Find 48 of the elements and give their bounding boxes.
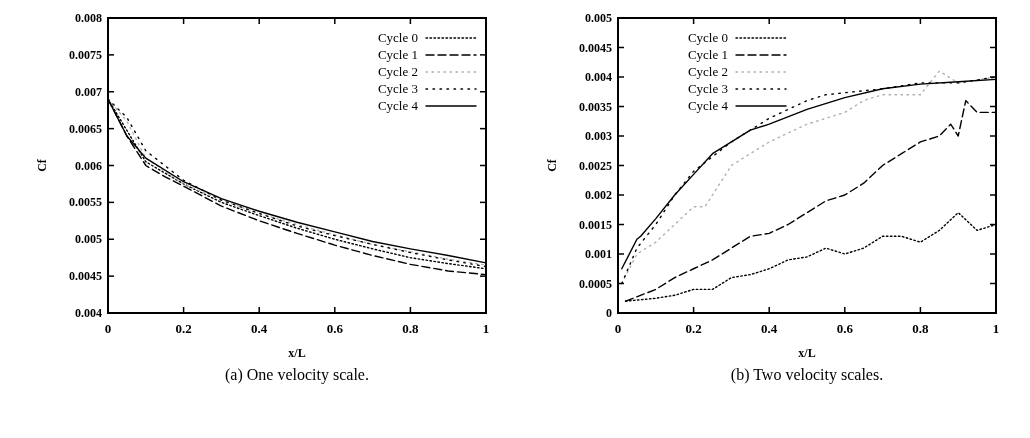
x-tick-label: 0: [104, 321, 112, 336]
y-tick-label: 0.004: [585, 70, 612, 84]
legend-label: Cycle 2: [377, 64, 418, 79]
y-tick-label: 0.006: [75, 158, 102, 173]
y-tick-label: 0.004: [75, 306, 102, 320]
text: (a) One velocity scale.: [225, 366, 369, 384]
legend-label: Cycle 0: [687, 30, 728, 45]
y-tick-label: 0.005: [585, 11, 612, 25]
y-tick-label: 0.001: [585, 247, 612, 261]
text: (b) Two velocity scales.: [730, 366, 884, 384]
x-tick-label: 1: [992, 321, 1000, 336]
x-axis-title: x/L: [288, 346, 306, 360]
x-tick-label: 0.2: [175, 321, 192, 336]
x-tick-label: 0.4: [761, 321, 778, 336]
y-tick-label: 0.003: [585, 129, 612, 143]
legend-label: Cycle 1: [687, 47, 728, 62]
x-tick-label: 0.4: [251, 321, 268, 336]
y-tick-label: 0.0065: [69, 121, 102, 136]
y-tick-label: 0.005: [75, 232, 102, 247]
y-tick-label: 0.0045: [579, 40, 612, 55]
legend-label: Cycle 1: [377, 47, 418, 62]
y-tick-label: 0.002: [585, 188, 612, 202]
y-axis-title: Cf: [35, 158, 49, 172]
y-tick-label: 0.0025: [579, 158, 612, 173]
x-axis-title: x/L: [798, 346, 816, 360]
y-tick-label: 0.007: [75, 84, 102, 99]
x-tick-label: 0.2: [685, 321, 702, 336]
y-tick-label: 0.0075: [69, 47, 102, 62]
legend-label: Cycle 3: [377, 81, 418, 96]
y-tick-label: 0.0005: [579, 276, 612, 291]
x-tick-label: 1: [482, 321, 490, 336]
x-tick-label: 0.6: [326, 321, 344, 336]
legend-label: Cycle 2: [687, 64, 728, 79]
y-tick-label: 0: [606, 306, 612, 320]
y-tick-label: 0.0015: [579, 217, 612, 232]
y-tick-label: 0.0045: [69, 269, 102, 284]
y-axis-title: Cf: [545, 158, 559, 172]
x-tick-label: 0: [614, 321, 622, 336]
x-tick-label: 0.8: [402, 321, 420, 336]
legend-label: Cycle 4: [377, 98, 419, 113]
legend-label: Cycle 4: [687, 98, 729, 113]
x-tick-label: 0.8: [912, 321, 930, 336]
legend-label: Cycle 0: [377, 30, 418, 45]
legend-label: Cycle 3: [687, 81, 728, 96]
y-tick-label: 0.0035: [579, 99, 612, 114]
x-tick-label: 0.6: [836, 321, 854, 336]
y-tick-label: 0.008: [75, 11, 102, 25]
y-tick-label: 0.0055: [69, 195, 102, 210]
